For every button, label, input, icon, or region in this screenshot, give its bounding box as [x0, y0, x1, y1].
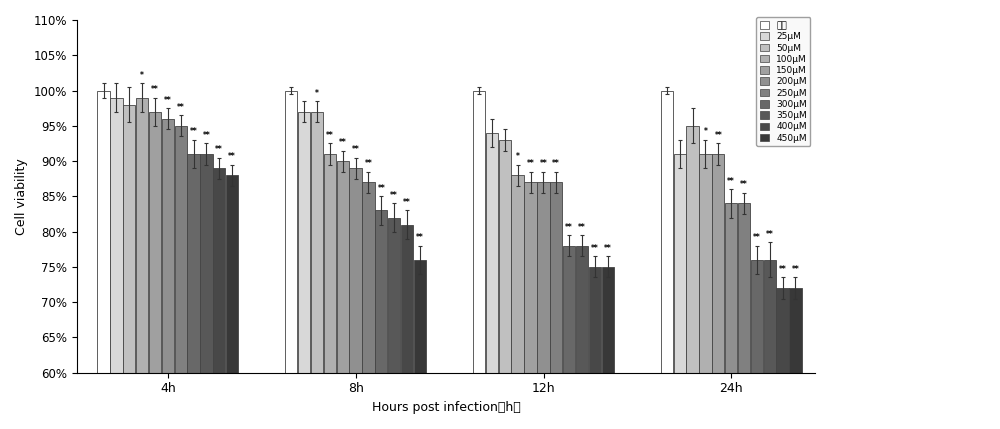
- Legend: 空白, 25μM, 50μM, 100μM, 150μM, 200μM, 250μM, 300μM, 350μM, 400μM, 450μM: 空白, 25μM, 50μM, 100μM, 150μM, 200μM, 250…: [756, 18, 810, 146]
- Text: **: **: [604, 244, 612, 253]
- Bar: [388, 218, 400, 373]
- Bar: [200, 154, 213, 373]
- Text: **: **: [377, 184, 385, 193]
- Text: **: **: [339, 138, 347, 147]
- Bar: [576, 246, 588, 373]
- Bar: [776, 288, 789, 373]
- Text: **: **: [215, 145, 223, 154]
- Text: **: **: [753, 233, 761, 242]
- Bar: [213, 168, 225, 373]
- X-axis label: Hours post infection（h）: Hours post infection（h）: [372, 401, 520, 414]
- Text: **: **: [203, 131, 210, 140]
- Bar: [362, 182, 375, 373]
- Bar: [550, 182, 562, 373]
- Text: **: **: [177, 103, 185, 112]
- Bar: [226, 175, 238, 373]
- Text: **: **: [727, 177, 735, 186]
- Bar: [686, 126, 699, 373]
- Text: **: **: [527, 159, 534, 168]
- Bar: [123, 105, 135, 373]
- Bar: [349, 168, 362, 373]
- Bar: [674, 154, 686, 373]
- Bar: [136, 98, 148, 373]
- Bar: [337, 161, 349, 373]
- Text: **: **: [365, 159, 372, 168]
- Text: **: **: [591, 244, 599, 253]
- Text: **: **: [164, 96, 172, 105]
- Bar: [486, 133, 498, 373]
- Text: **: **: [578, 223, 586, 232]
- Text: **: **: [714, 131, 722, 140]
- Text: *: *: [140, 71, 144, 80]
- Text: **: **: [352, 145, 359, 154]
- Text: *: *: [703, 127, 707, 136]
- Text: **: **: [416, 233, 424, 242]
- Bar: [589, 267, 601, 373]
- Text: **: **: [552, 159, 560, 168]
- Bar: [175, 126, 187, 373]
- Text: **: **: [228, 152, 236, 161]
- Bar: [499, 140, 511, 373]
- Bar: [97, 91, 110, 373]
- Text: **: **: [403, 198, 411, 207]
- Text: *: *: [516, 152, 520, 161]
- Bar: [712, 154, 724, 373]
- Text: **: **: [190, 127, 197, 136]
- Bar: [563, 246, 575, 373]
- Bar: [473, 91, 485, 373]
- Bar: [414, 260, 426, 373]
- Text: **: **: [779, 265, 786, 274]
- Bar: [375, 211, 387, 373]
- Text: **: **: [565, 223, 573, 232]
- Bar: [187, 154, 200, 373]
- Text: **: **: [740, 180, 748, 189]
- Bar: [699, 154, 712, 373]
- Bar: [324, 154, 336, 373]
- Bar: [511, 175, 524, 373]
- Bar: [789, 288, 802, 373]
- Text: **: **: [326, 131, 334, 140]
- Bar: [738, 203, 750, 373]
- Bar: [661, 91, 673, 373]
- Text: *: *: [315, 89, 319, 98]
- Bar: [401, 224, 413, 373]
- Bar: [537, 182, 550, 373]
- Bar: [162, 119, 174, 373]
- Bar: [524, 182, 537, 373]
- Bar: [602, 267, 614, 373]
- Bar: [149, 112, 161, 373]
- Bar: [725, 203, 737, 373]
- Bar: [285, 91, 297, 373]
- Bar: [751, 260, 763, 373]
- Bar: [110, 98, 123, 373]
- Text: **: **: [390, 191, 398, 200]
- Text: **: **: [792, 265, 799, 274]
- Text: **: **: [766, 230, 774, 239]
- Y-axis label: Cell viability: Cell viability: [15, 158, 28, 235]
- Bar: [311, 112, 323, 373]
- Text: **: **: [540, 159, 547, 168]
- Bar: [298, 112, 310, 373]
- Text: **: **: [151, 85, 159, 94]
- Bar: [764, 260, 776, 373]
